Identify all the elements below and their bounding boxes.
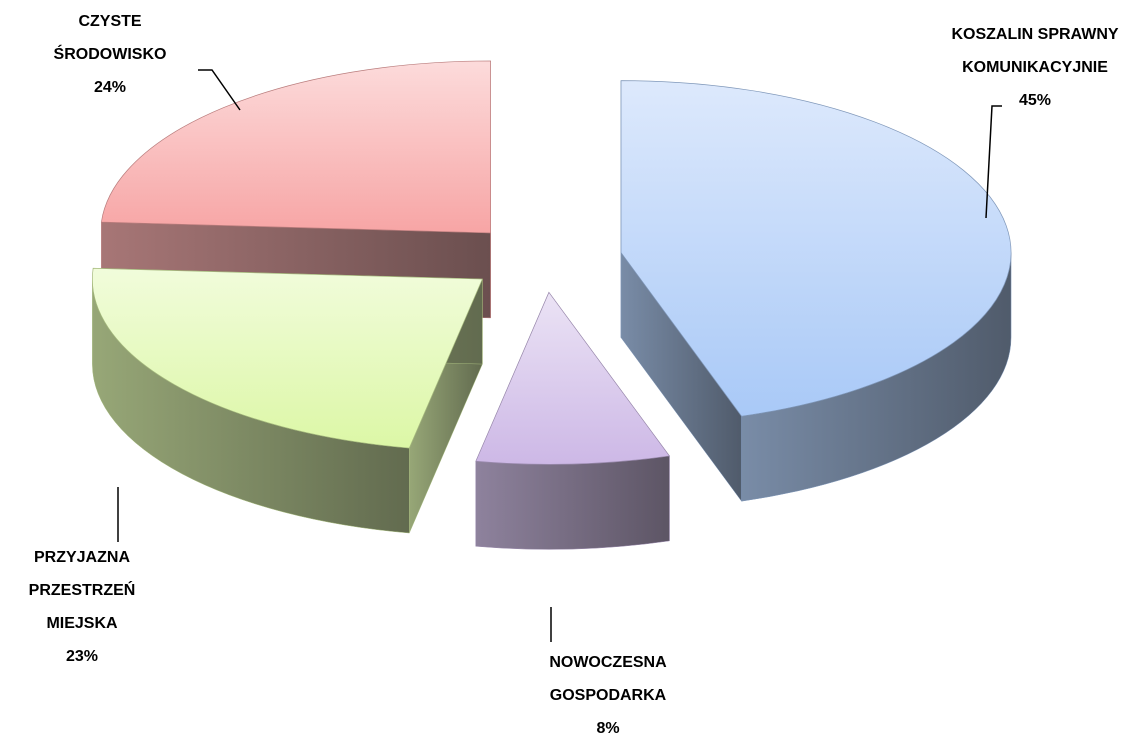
category-label: PRZYJAZNA PRZESTRZEŃ MIEJSKA	[28, 549, 136, 632]
slice-top	[100, 60, 491, 234]
slice-wall	[475, 455, 670, 550]
slice-label: KOSZALIN SPRAWNY KOMUNIKACYJNIE 45%	[925, 18, 1145, 117]
slice	[620, 80, 1012, 502]
value-label: 23%	[65, 648, 99, 665]
slice-label: NOWOCZESNA GOSPODARKA 8%	[518, 646, 698, 738]
slice-top	[475, 291, 671, 465]
slice-label: CZYSTE ŚRODOWISKO 24%	[30, 5, 190, 104]
slice	[475, 291, 671, 550]
category-label: NOWOCZESNA GOSPODARKA	[549, 654, 667, 704]
value-label: 8%	[596, 720, 620, 737]
leader-lines	[117, 69, 1002, 642]
category-label: KOSZALIN SPRAWNY KOMUNIKACYJNIE	[951, 26, 1119, 76]
slice-top	[620, 80, 1012, 417]
slice-top	[92, 267, 483, 449]
leader-line	[985, 105, 1002, 219]
leader-line	[198, 69, 241, 111]
slice	[92, 267, 483, 534]
value-label: 24%	[93, 79, 127, 96]
category-label: CZYSTE ŚRODOWISKO	[53, 13, 167, 63]
slices	[92, 60, 1012, 550]
value-label: 45%	[1018, 92, 1052, 109]
slice-label: PRZYJAZNA PRZESTRZEŃ MIEJSKA 23%	[2, 541, 162, 673]
